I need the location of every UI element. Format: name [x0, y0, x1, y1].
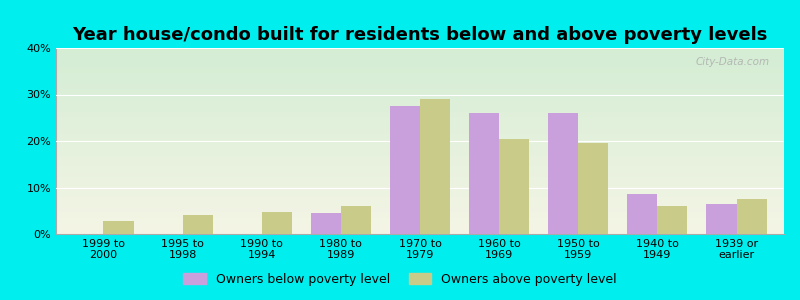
Bar — [469, 113, 499, 234]
Bar — [262, 212, 292, 234]
Bar — [420, 99, 450, 234]
Bar — [311, 213, 341, 234]
Bar — [182, 215, 213, 234]
Bar — [390, 106, 420, 234]
Bar — [658, 206, 687, 234]
Bar — [706, 204, 737, 234]
Text: City-Data.com: City-Data.com — [695, 57, 770, 67]
Bar — [578, 143, 608, 234]
Bar — [737, 199, 766, 234]
Bar — [103, 221, 134, 234]
Bar — [499, 139, 530, 234]
Legend: Owners below poverty level, Owners above poverty level: Owners below poverty level, Owners above… — [178, 268, 622, 291]
Bar — [341, 206, 371, 234]
Bar — [627, 194, 658, 234]
Title: Year house/condo built for residents below and above poverty levels: Year house/condo built for residents bel… — [72, 26, 768, 44]
Bar — [548, 113, 578, 234]
